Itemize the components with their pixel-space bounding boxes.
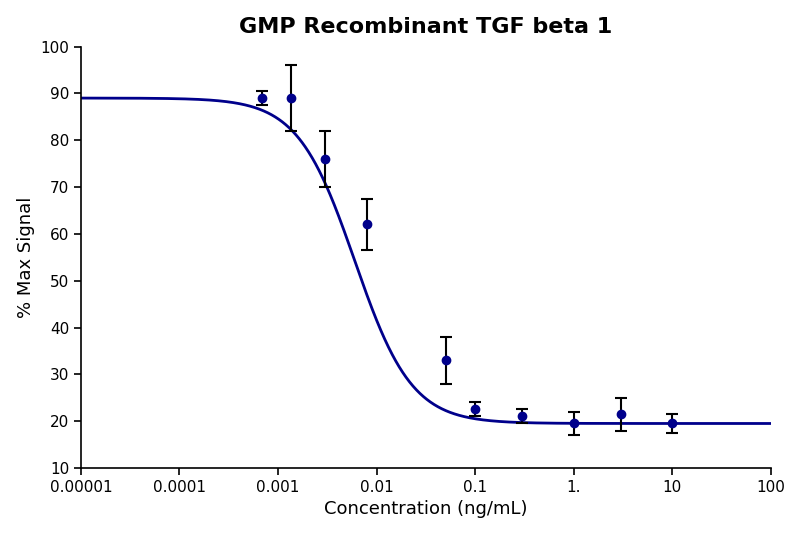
Title: GMP Recombinant TGF beta 1: GMP Recombinant TGF beta 1 bbox=[239, 17, 613, 37]
Y-axis label: % Max Signal: % Max Signal bbox=[17, 196, 34, 318]
X-axis label: Concentration (ng/mL): Concentration (ng/mL) bbox=[324, 500, 528, 518]
